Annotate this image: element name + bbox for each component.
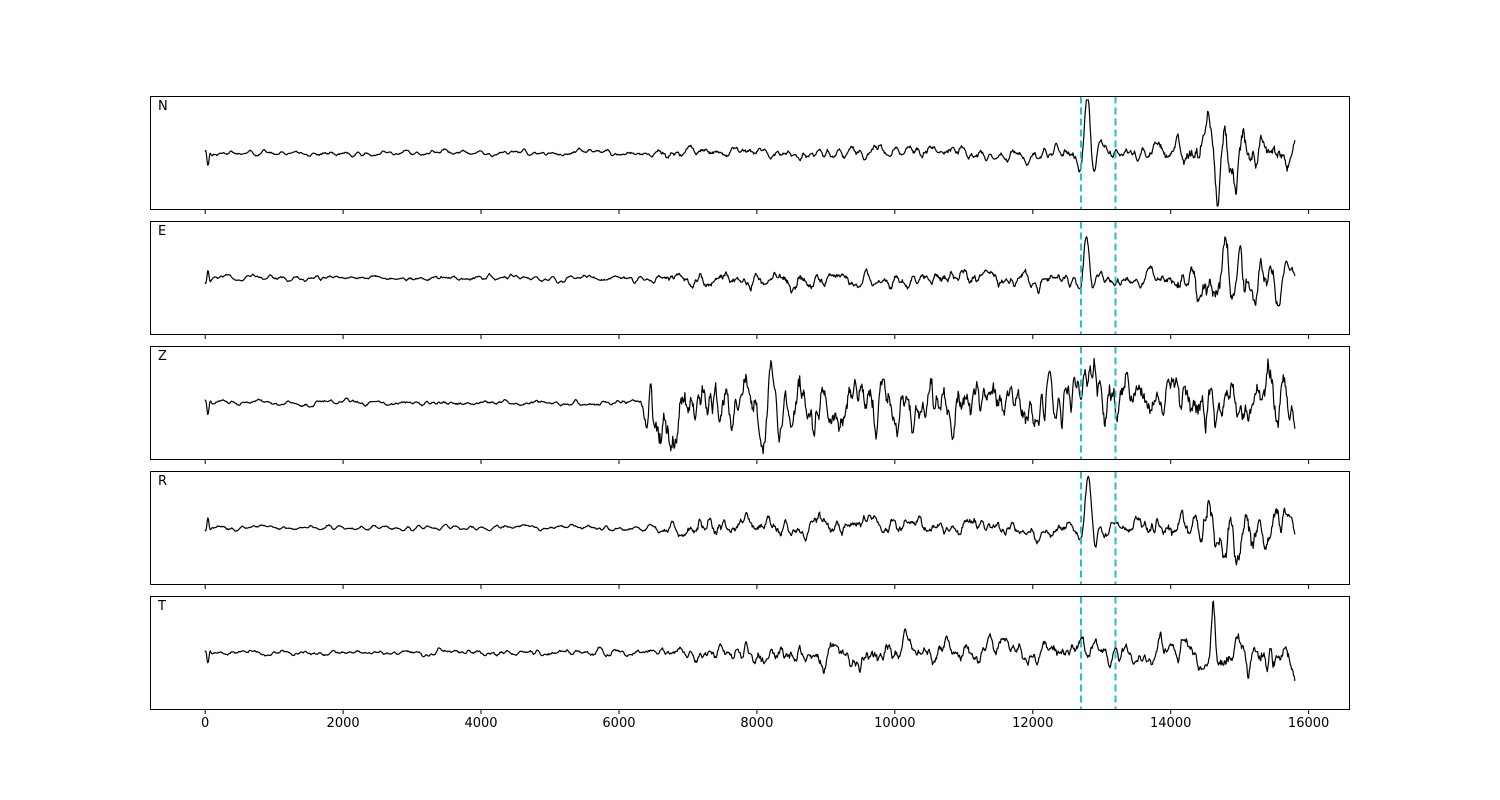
panel-R: R <box>150 471 1350 589</box>
x-tick-label: 2000 <box>326 716 360 731</box>
trace-plot-R <box>150 471 1350 589</box>
x-tick-label: 14000 <box>1150 716 1192 731</box>
x-tick-label: 10000 <box>874 716 916 731</box>
trace-plot-E <box>150 221 1350 339</box>
panel-label-T: T <box>158 599 166 614</box>
panel-label-N: N <box>158 99 168 114</box>
panel-T: T <box>150 596 1350 714</box>
x-tick-label: 16000 <box>1287 716 1330 731</box>
x-tick-label: 6000 <box>602 716 636 731</box>
panel-label-Z: Z <box>158 349 167 364</box>
panel-E: E <box>150 221 1350 339</box>
trace-plot-Z <box>150 346 1350 464</box>
trace-plot-N <box>150 96 1350 214</box>
trace-plot-T <box>150 596 1350 714</box>
x-tick-label: 4000 <box>464 716 498 731</box>
panel-label-R: R <box>158 474 168 489</box>
panel-N: N <box>150 96 1350 214</box>
x-tick-label: 8000 <box>740 716 774 731</box>
panel-Z: Z <box>150 346 1350 464</box>
panel-label-E: E <box>158 224 167 239</box>
x-tick-label: 0 <box>201 716 210 731</box>
x-tick-label: 12000 <box>1012 716 1054 731</box>
